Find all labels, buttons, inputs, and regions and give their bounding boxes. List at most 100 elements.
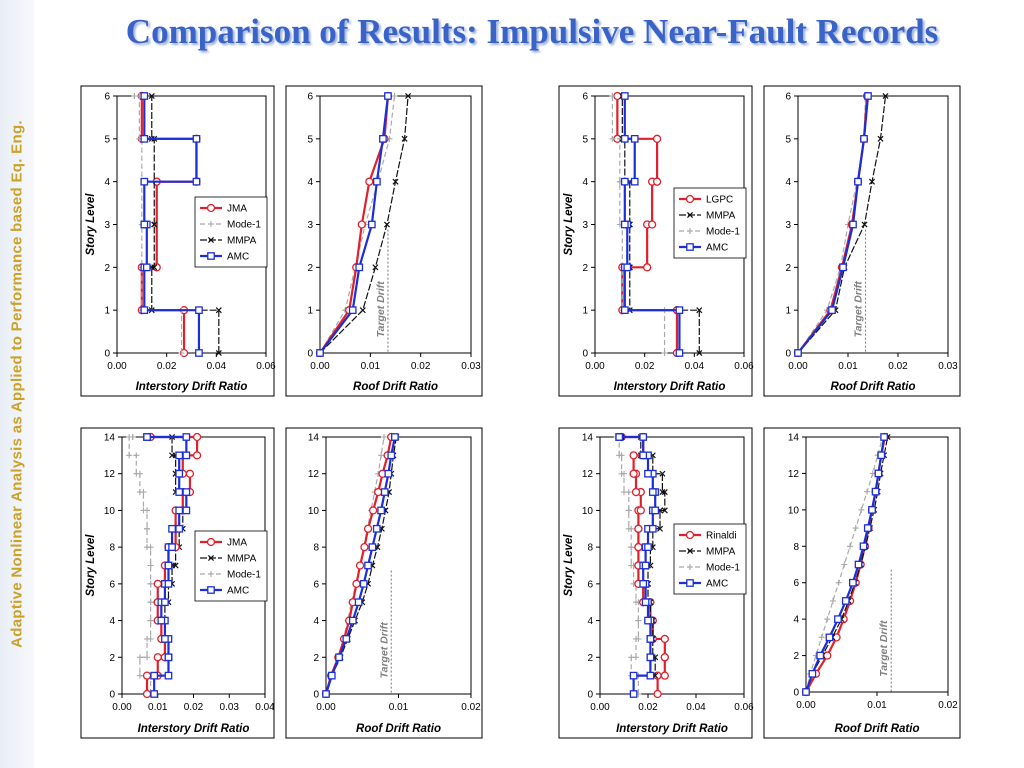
y-tick-label: 0	[793, 688, 799, 699]
series-amc	[802, 433, 888, 696]
side-band: Adaptive Nonlinear Analysis as Applied t…	[0, 0, 34, 768]
data-point	[143, 433, 151, 441]
data-point	[151, 264, 158, 271]
data-point	[360, 542, 369, 552]
data-point	[195, 306, 203, 315]
legend-marker	[208, 571, 214, 577]
y-tick-label: 1	[307, 306, 313, 317]
data-point	[147, 562, 154, 569]
y-tick-label: 0	[109, 690, 115, 701]
data-point	[841, 561, 848, 568]
data-point	[656, 525, 664, 532]
legend-marker	[686, 243, 694, 251]
data-point	[794, 349, 802, 357]
data-point	[609, 135, 616, 142]
y-tick-label: 8	[313, 543, 319, 554]
x-tick-label: 0.06	[734, 702, 754, 713]
data-point	[880, 433, 888, 441]
data-point	[136, 672, 143, 679]
data-point	[147, 635, 154, 642]
legend-label: AMC	[706, 579, 728, 590]
legend-label: Mode-1	[706, 227, 740, 238]
data-point	[646, 671, 655, 680]
y-tick-label: 8	[793, 542, 799, 553]
data-point	[373, 177, 381, 186]
data-point	[178, 350, 185, 356]
x-tick-label: 0.01	[361, 361, 381, 372]
legend-label: Rinaldi	[706, 531, 737, 542]
y-tick-label: 6	[793, 578, 799, 589]
data-point	[161, 635, 169, 643]
legend-label: MMPA	[706, 547, 736, 558]
y-tick-label: 2	[307, 263, 313, 274]
series-line	[805, 436, 884, 693]
data-point	[151, 221, 158, 228]
data-point	[652, 134, 662, 143]
x-tick-label: 0.02	[888, 361, 908, 372]
y-axis-label: Story Level	[563, 534, 575, 597]
data-point	[849, 220, 857, 229]
series-amc	[316, 92, 392, 357]
data-point	[384, 469, 393, 478]
y-tick-label: 12	[582, 469, 594, 480]
chart-c3: 0.00 0.02 0.04 0.06 0 1 2 3 4 5 6 Interstory Drift …	[558, 85, 754, 397]
data-point	[148, 92, 155, 100]
data-point	[628, 544, 635, 551]
legend-marker	[686, 579, 694, 587]
legend-label: Mode-1	[706, 563, 740, 574]
data-point	[150, 671, 159, 680]
legend-marker	[207, 236, 215, 244]
data-point	[140, 134, 149, 143]
y-tick-label: 0	[582, 349, 588, 360]
data-point	[175, 506, 184, 515]
data-point	[383, 221, 390, 228]
chart-c4: 0.00 0.01 0.02 0.03 0 1 2 3 4 5 6 Roof Drift Ratio T…	[763, 85, 961, 397]
legend-marker	[685, 530, 695, 540]
x-tick-label: 0.00	[585, 361, 605, 372]
data-point	[652, 177, 662, 186]
y-tick-label: 10	[308, 506, 320, 517]
data-point	[327, 671, 336, 680]
data-point	[639, 580, 648, 588]
data-point	[882, 92, 889, 100]
data-point	[175, 488, 184, 496]
x-tick-label: 0.04	[685, 361, 705, 372]
y-tick-label: 14	[104, 433, 116, 444]
y-tick-label: 2	[104, 263, 110, 274]
target-drift-label: Target Drift	[378, 622, 390, 679]
x-axis-label: Interstory Drift Ratio	[138, 723, 250, 735]
legend-marker	[687, 228, 693, 234]
data-point	[863, 524, 872, 532]
x-axis-label: Roof Drift Ratio	[356, 723, 441, 735]
data-point	[405, 92, 412, 100]
y-tick-label: 4	[785, 177, 791, 188]
data-point	[335, 653, 343, 662]
data-point	[372, 264, 379, 271]
data-point	[646, 635, 655, 643]
data-point	[359, 307, 366, 314]
data-point	[367, 220, 376, 229]
data-point	[835, 579, 842, 586]
data-point	[380, 488, 389, 496]
data-point	[379, 134, 387, 143]
data-point	[384, 92, 392, 100]
data-point	[175, 469, 184, 478]
data-point	[633, 654, 639, 661]
data-point	[377, 506, 385, 515]
data-point	[839, 263, 847, 272]
x-tick-label: 0.00	[796, 700, 816, 711]
data-point	[634, 524, 643, 533]
y-tick-label: 3	[582, 220, 588, 231]
data-point	[175, 524, 184, 533]
page-title: Comparison of Results: Impulsive Near-Fa…	[125, 12, 939, 51]
y-tick-label: 4	[104, 177, 110, 188]
chart-c8: 0.00 0.01 0.02 0 2 4 6 8 10 12 14 Roof Drift Ratio T…	[763, 427, 961, 739]
data-point	[164, 580, 173, 588]
data-point	[644, 543, 652, 551]
data-point	[354, 598, 363, 607]
data-point	[864, 92, 872, 100]
data-point	[620, 134, 629, 143]
y-tick-label: 5	[307, 134, 313, 145]
data-point	[129, 434, 136, 440]
data-point	[348, 306, 357, 315]
